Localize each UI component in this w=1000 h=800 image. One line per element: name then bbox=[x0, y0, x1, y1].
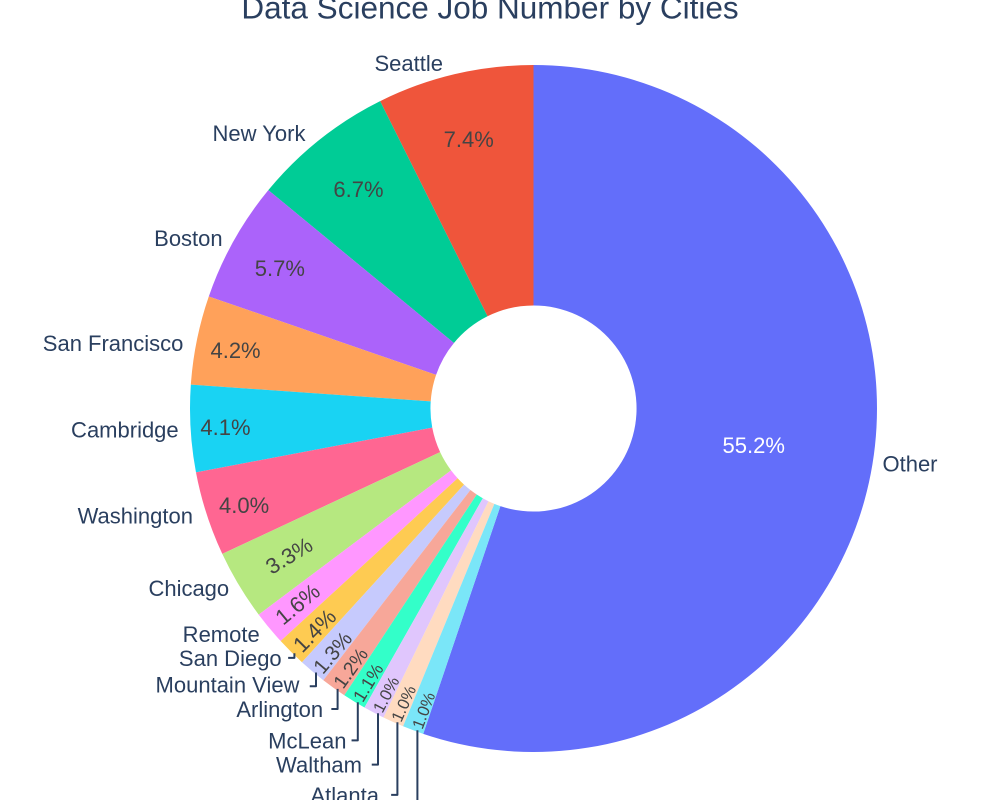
svg-text:5.7%: 5.7% bbox=[255, 256, 305, 281]
svg-text:San Francisco​: San Francisco​ bbox=[43, 331, 184, 356]
svg-text:Waltham​: Waltham​ bbox=[276, 753, 362, 778]
svg-text:San Diego​: San Diego​ bbox=[179, 646, 282, 671]
svg-text:McLean​: McLean​ bbox=[268, 728, 346, 753]
svg-text:Other​: Other​ bbox=[882, 452, 937, 477]
svg-text:Washington​: Washington​ bbox=[78, 504, 193, 529]
svg-text:Atlanta​: Atlanta​ bbox=[310, 783, 379, 800]
svg-text:New York​: New York​ bbox=[213, 121, 307, 146]
svg-text:Data Science Job Number by Cit: Data Science Job Number by Cities bbox=[241, 0, 738, 26]
svg-text:Mountain View​: Mountain View​ bbox=[156, 672, 300, 697]
svg-text:Boston​: Boston​ bbox=[154, 226, 223, 251]
svg-text:Cambridge​: Cambridge​ bbox=[71, 418, 179, 443]
svg-text:Arlington​: Arlington​ bbox=[236, 697, 323, 722]
svg-text:Chicago​: Chicago​ bbox=[148, 576, 229, 601]
svg-text:55.2%: 55.2% bbox=[723, 433, 785, 458]
svg-text:4.2%: 4.2% bbox=[210, 338, 260, 363]
svg-text:Seattle​: Seattle​ bbox=[375, 51, 444, 76]
svg-text:Remote​: Remote​ bbox=[183, 622, 260, 647]
